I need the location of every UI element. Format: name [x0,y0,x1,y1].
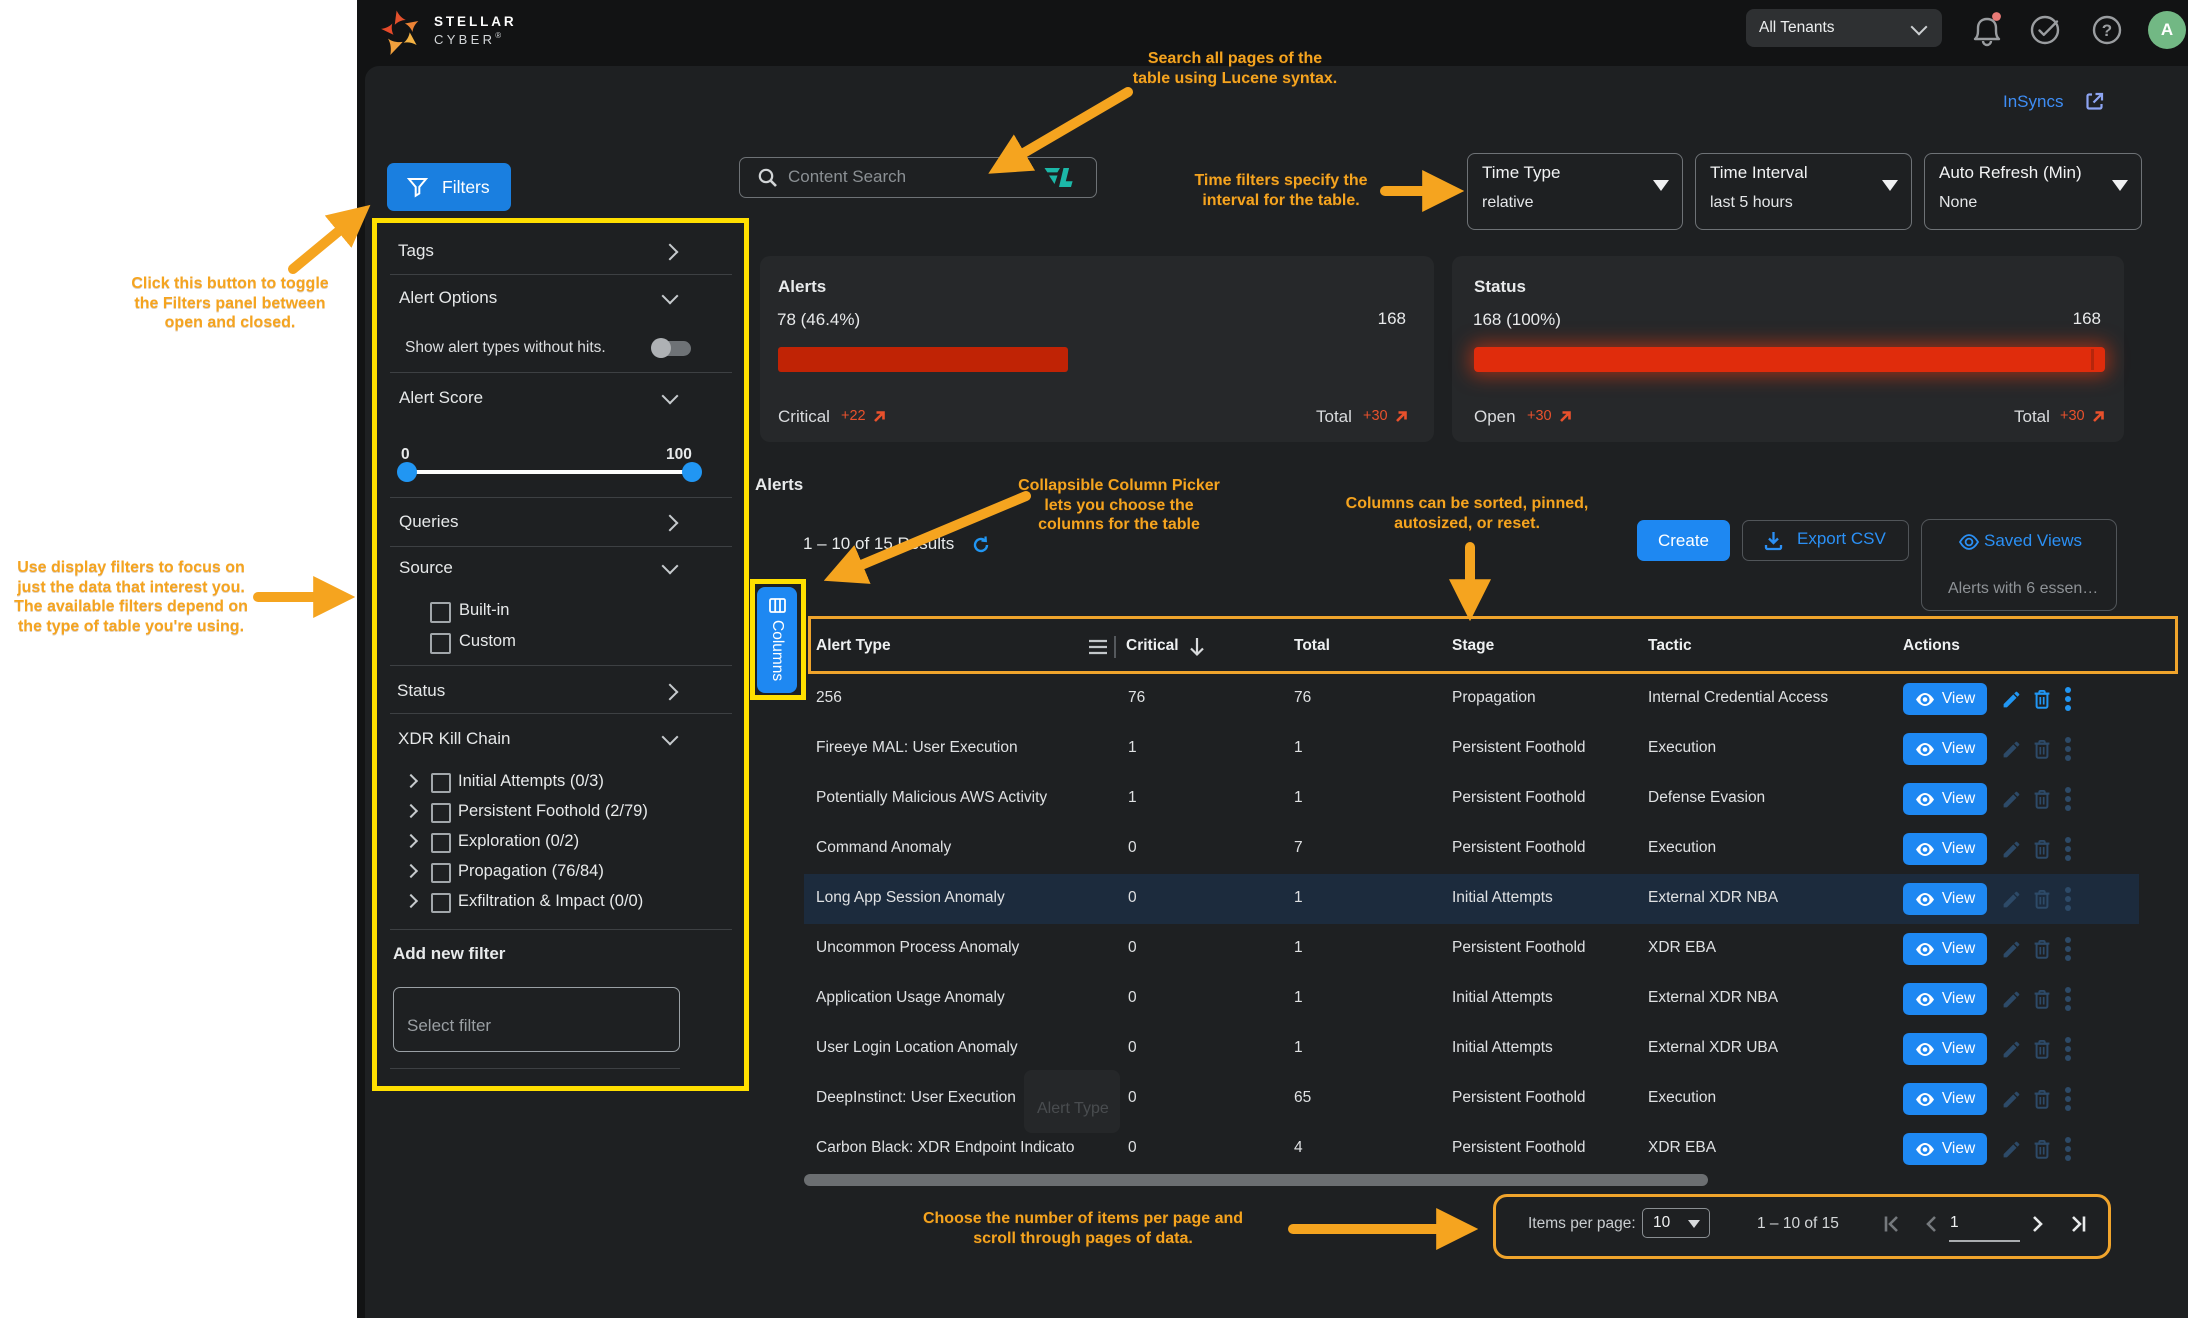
svg-text:?: ? [2102,21,2112,40]
